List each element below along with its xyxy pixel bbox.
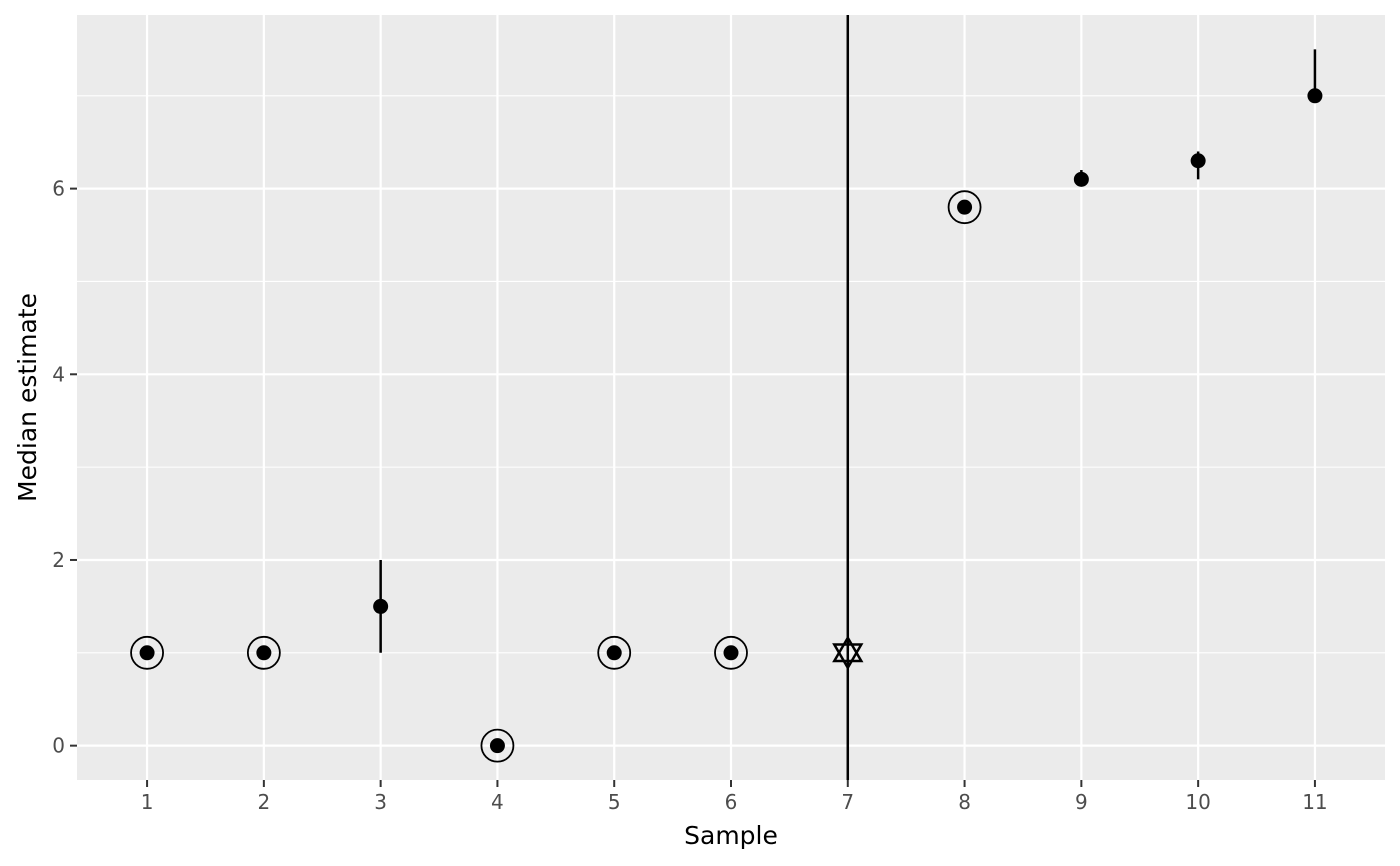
point-ring (947, 190, 982, 225)
data-points (130, 88, 1323, 763)
x-tick-label: 9 (1075, 790, 1088, 814)
data-point (373, 598, 389, 614)
data-point (489, 738, 505, 754)
star-of-david-marker (832, 635, 864, 663)
point-ring (246, 635, 281, 670)
x-tick-label: 2 (257, 790, 270, 814)
y-tick-label: 0 (52, 734, 65, 758)
y-tick-label: 6 (52, 177, 65, 201)
y-axis: 0 2 4 6 (52, 177, 77, 758)
data-point (1307, 88, 1323, 104)
star-of-david-marker (832, 643, 864, 671)
x-tick-label: 10 (1185, 790, 1210, 814)
data-point (606, 645, 622, 661)
data-point (957, 199, 973, 215)
point-ring (597, 635, 632, 670)
point-ring (130, 635, 164, 670)
y-tick-label: 2 (52, 548, 65, 572)
data-point (1190, 153, 1206, 169)
x-tick-label: 6 (725, 790, 738, 814)
x-tick-label: 8 (958, 790, 971, 814)
x-tick-label: 4 (491, 790, 504, 814)
data-point (1073, 171, 1089, 187)
x-tick-label: 11 (1302, 790, 1327, 814)
point-ring (714, 635, 748, 670)
x-axis-title: Sample (684, 821, 778, 850)
x-axis: 1 2 3 4 5 6 7 8 9 10 11 (141, 780, 1328, 814)
data-point (139, 645, 155, 661)
x-tick-label: 1 (141, 790, 154, 814)
data-point (723, 645, 739, 661)
y-axis-title: Median estimate (13, 293, 42, 502)
point-ring (480, 728, 515, 763)
x-tick-label: 7 (841, 790, 854, 814)
y-tick-label: 4 (52, 362, 65, 386)
x-tick-label: 3 (374, 790, 387, 814)
data-point (256, 645, 272, 661)
x-tick-label: 5 (608, 790, 621, 814)
